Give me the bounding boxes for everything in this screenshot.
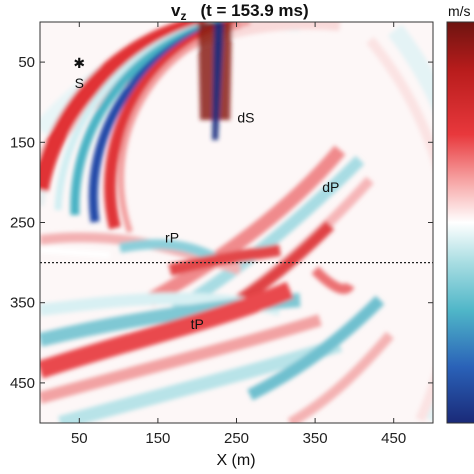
y-tick-label: 250 <box>10 215 35 232</box>
wavefield-plot-area: ✱ S dS dP rP tP <box>40 22 433 423</box>
wave-label-dp: dP <box>322 179 339 195</box>
source-marker: ✱ <box>73 55 85 71</box>
x-tick-label: 150 <box>145 430 170 447</box>
wave-label-tp: tP <box>191 316 204 332</box>
title-subscript: z <box>180 9 186 23</box>
wave-annotations: dS dP rP tP <box>165 109 339 332</box>
x-tick-label: 250 <box>224 430 249 447</box>
x-axis-ticks: 50 150 250 350 450 <box>71 22 406 447</box>
colorbar-label: m/s <box>448 3 471 19</box>
y-tick-label: 350 <box>10 295 35 312</box>
y-axis-ticks: 50 150 250 350 450 <box>10 54 433 392</box>
y-tick-label: 50 <box>18 54 35 71</box>
wavefield-pattern <box>40 22 433 423</box>
colorbar <box>446 21 474 424</box>
source-label: S <box>75 75 84 91</box>
x-tick-label: 350 <box>303 430 328 447</box>
title-time: (t = 153.9 ms) <box>200 1 308 20</box>
x-tick-label: 450 <box>381 430 406 447</box>
x-tick-label: 50 <box>71 430 88 447</box>
y-tick-label: 450 <box>10 375 35 392</box>
wave-label-rp: rP <box>165 230 179 246</box>
wave-label-ds: dS <box>237 109 254 125</box>
x-axis-label: X (m) <box>216 452 255 469</box>
title-main: v <box>171 1 181 20</box>
y-tick-label: 150 <box>10 134 35 151</box>
chart-title: vz (t = 153.9 ms) <box>171 1 309 23</box>
